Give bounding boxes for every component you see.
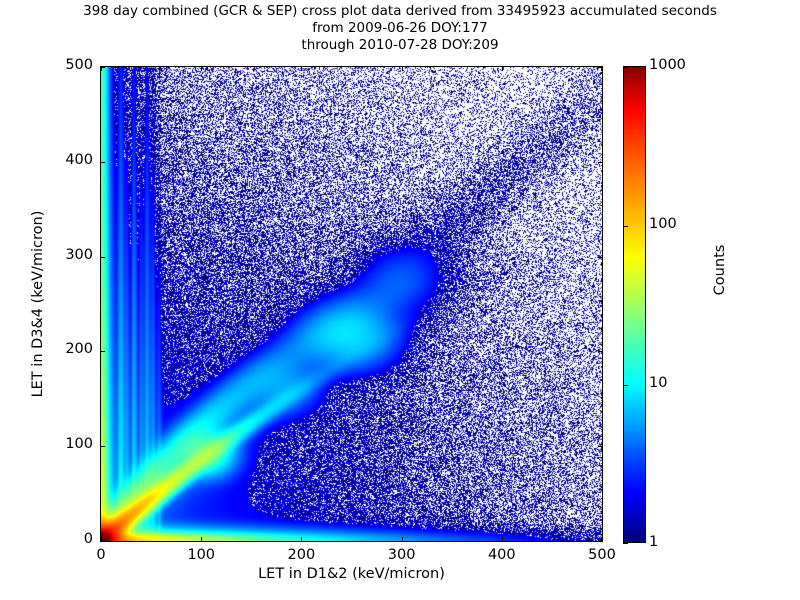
colorbar-tick-1: [623, 543, 628, 544]
x-tick-100: [201, 67, 202, 71]
density-scatter-plot: [101, 67, 602, 541]
x-tick-400: [502, 67, 503, 71]
plot-area[interactable]: [100, 66, 603, 542]
x-tick-0: [101, 67, 102, 71]
x-tick-label-500: 500: [588, 547, 616, 563]
y-tick-300: [101, 257, 105, 258]
y-tick-100: [598, 446, 602, 447]
colorbar-label-100: 100: [649, 216, 677, 232]
x-tick-label-0: 0: [96, 547, 106, 563]
chart-title-line-2: from 2009-06-26 DOY:177: [312, 20, 488, 36]
x-tick-label-400: 400: [487, 547, 516, 563]
x-axis-title: LET in D1&2 (keV/micron): [258, 566, 445, 582]
colorbar-tick-10: [623, 385, 628, 386]
colorbar-label-1000: 1000: [649, 57, 686, 73]
y-tick-label-500: 500: [65, 57, 93, 73]
x-tick-300: [402, 67, 403, 71]
y-tick-100: [101, 446, 105, 447]
x-tick-400: [502, 537, 503, 541]
x-tick-label-300: 300: [387, 547, 416, 563]
x-tick-label-100: 100: [187, 547, 216, 563]
y-tick-label-200: 200: [65, 341, 93, 358]
chart-title-line-1: 398 day combined (GCR & SEP) cross plot …: [83, 3, 717, 19]
y-tick-0: [598, 540, 602, 541]
colorbar-gradient: [623, 66, 646, 544]
colorbar-tick-100: [623, 226, 628, 227]
y-tick-500: [101, 67, 105, 68]
y-tick-500: [598, 67, 602, 68]
y-tick-400: [598, 162, 602, 163]
x-tick-500: [601, 537, 602, 541]
y-axis-title: LET in D3&4 (keV/micron): [30, 210, 46, 398]
colorbar-label-10: 10: [649, 375, 668, 391]
x-tick-300: [402, 537, 403, 541]
colorbar-title: Counts: [712, 244, 728, 296]
colorbar-tick-1000: [623, 67, 628, 68]
chart-title-line-3: through 2010-07-28 DOY:209: [301, 37, 499, 53]
y-tick-label-100: 100: [65, 436, 93, 453]
y-tick-label-0: 0: [83, 531, 93, 547]
y-tick-300: [598, 257, 602, 258]
x-tick-500: [601, 67, 602, 71]
x-tick-100: [201, 537, 202, 541]
y-tick-200: [598, 351, 602, 352]
colorbar-container[interactable]: [623, 66, 646, 544]
colorbar-label-1: 1: [649, 534, 659, 550]
y-tick-400: [101, 162, 105, 163]
x-tick-label-200: 200: [287, 547, 316, 563]
y-tick-label-300: 300: [65, 246, 93, 263]
x-tick-0: [101, 537, 102, 541]
x-tick-200: [301, 537, 302, 541]
y-tick-label-400: 400: [65, 151, 93, 168]
x-tick-200: [301, 67, 302, 71]
chart-title: 398 day combined (GCR & SEP) cross plot …: [0, 3, 800, 54]
y-tick-200: [101, 351, 105, 352]
y-tick-0: [101, 540, 105, 541]
